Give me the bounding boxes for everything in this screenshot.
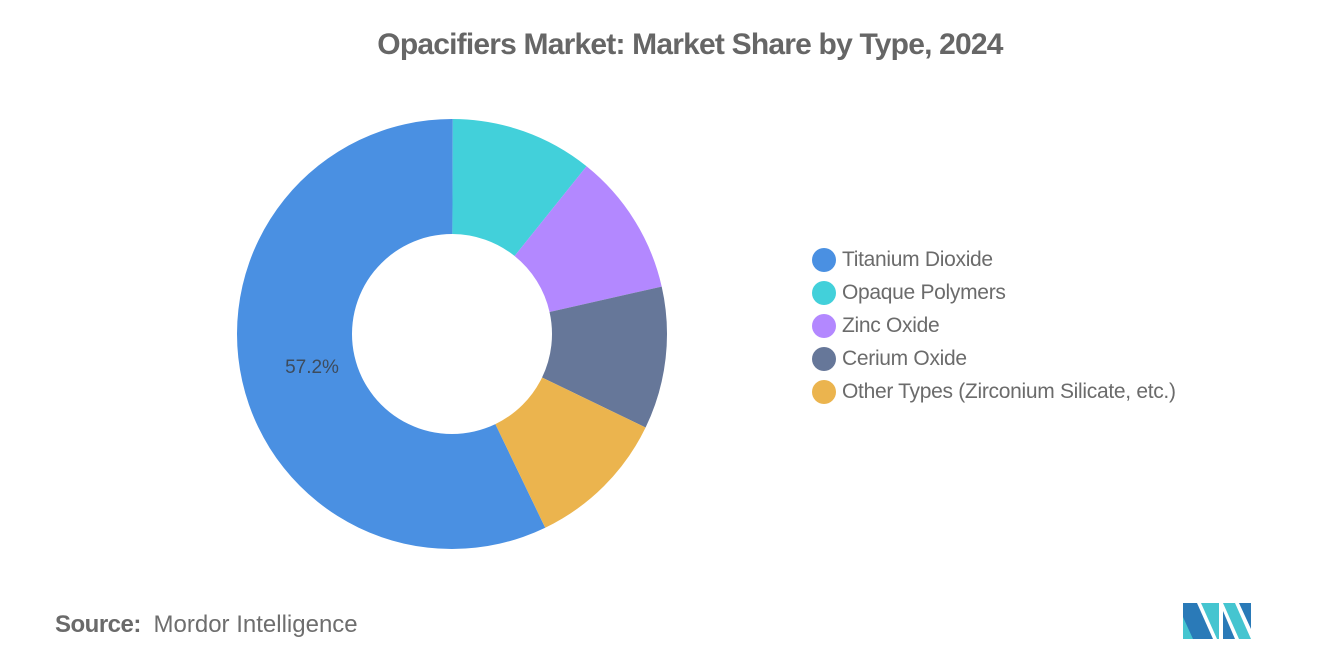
legend-swatch-icon — [812, 247, 836, 272]
legend-swatch-icon — [812, 313, 836, 338]
legend-item-cerium-oxide[interactable]: Cerium Oxide — [812, 342, 1176, 375]
legend-item-titanium-dioxide[interactable]: Titanium Dioxide — [812, 243, 1176, 276]
donut-slices — [237, 119, 667, 549]
source-key: Source: — [55, 611, 141, 638]
donut-slice-opaque-polymers[interactable] — [452, 119, 587, 257]
chart-legend: Titanium Dioxide Opaque Polymers Zinc Ox… — [812, 243, 1176, 408]
mordor-intelligence-logo-icon — [1183, 603, 1251, 639]
donut-slice-cerium-oxide[interactable] — [542, 286, 667, 428]
legend-swatch-icon — [812, 280, 836, 305]
legend-label: Opaque Polymers — [842, 280, 1006, 304]
legend-swatch-icon — [812, 379, 836, 404]
source-value: Mordor Intelligence — [153, 611, 358, 638]
legend-item-zinc-oxide[interactable]: Zinc Oxide — [812, 309, 1176, 342]
donut-slice-zinc-oxide[interactable] — [514, 166, 662, 312]
chart-title: Opacifiers Market: Market Share by Type,… — [377, 28, 1003, 61]
legend-swatch-icon — [812, 346, 836, 371]
slice-label-titanium-dioxide: 57.2% — [285, 357, 339, 378]
legend-label: Zinc Oxide — [842, 313, 940, 337]
legend-item-opaque-polymers[interactable]: Opaque Polymers — [812, 276, 1176, 309]
legend-label: Cerium Oxide — [842, 346, 967, 370]
donut-slice-other-types-zirconium-silicate-etc[interactable] — [495, 377, 646, 528]
legend-label: Titanium Dioxide — [842, 247, 993, 271]
donut-slice-titanium-dioxide[interactable] — [237, 119, 546, 549]
legend-label: Other Types (Zirconium Silicate, etc.) — [842, 379, 1176, 403]
legend-item-other-types[interactable]: Other Types (Zirconium Silicate, etc.) — [812, 375, 1176, 408]
source-attribution: Source: Mordor Intelligence — [55, 611, 358, 639]
